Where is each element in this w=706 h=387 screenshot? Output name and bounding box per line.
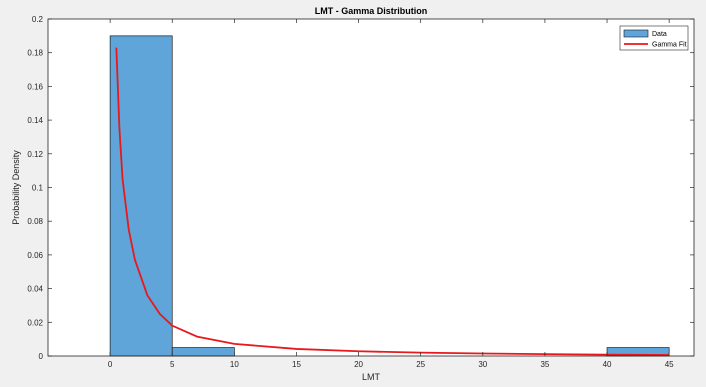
legend-label-data: Data <box>652 31 667 38</box>
y-tick-label: 0.08 <box>27 217 43 226</box>
x-tick-label: 45 <box>665 360 674 369</box>
gamma-fit-curve <box>115 47 670 356</box>
y-tick-label: 0.04 <box>27 285 43 294</box>
legend: Data Gamma Fit <box>619 25 689 51</box>
x-axis-ticks: 0 5 10 15 20 25 30 35 40 45 <box>108 19 674 369</box>
x-tick-label: 25 <box>416 360 425 369</box>
y-tick-label: 0.1 <box>32 184 44 193</box>
x-tick-label: 40 <box>603 360 612 369</box>
y-axis-label: Probability Density <box>11 150 21 225</box>
y-axis-ticks: 0 0.02 0.04 0.06 0.08 0.1 0.12 0.14 0.16 0.18 0.2 <box>27 15 694 361</box>
y-tick-label: 0.12 <box>27 150 43 159</box>
legend-swatch-data <box>623 29 649 38</box>
y-tick-label: 0.16 <box>27 82 43 91</box>
y-tick-label: 0.14 <box>27 116 43 125</box>
y-tick-label: 0.06 <box>27 251 43 260</box>
histogram-bar <box>109 35 173 357</box>
y-tick-label: 0.02 <box>27 318 43 327</box>
x-tick-label: 10 <box>230 360 239 369</box>
legend-label-gamma-fit: Gamma Fit <box>652 42 687 49</box>
gamma-fit-line <box>115 47 670 356</box>
chart-title: LMT - Gamma Distribution <box>315 6 428 16</box>
x-tick-label: 0 <box>108 360 113 369</box>
x-axis-label: LMT <box>362 372 381 382</box>
histogram-bars <box>109 35 670 357</box>
x-tick-label: 15 <box>292 360 301 369</box>
histogram-bar <box>171 347 235 357</box>
y-tick-label: 0.18 <box>27 49 43 58</box>
x-tick-label: 5 <box>170 360 175 369</box>
x-tick-label: 35 <box>540 360 549 369</box>
x-tick-label: 30 <box>478 360 487 369</box>
y-tick-label: 0.2 <box>32 15 44 24</box>
y-tick-label: 0 <box>39 352 44 361</box>
x-tick-label: 20 <box>354 360 363 369</box>
